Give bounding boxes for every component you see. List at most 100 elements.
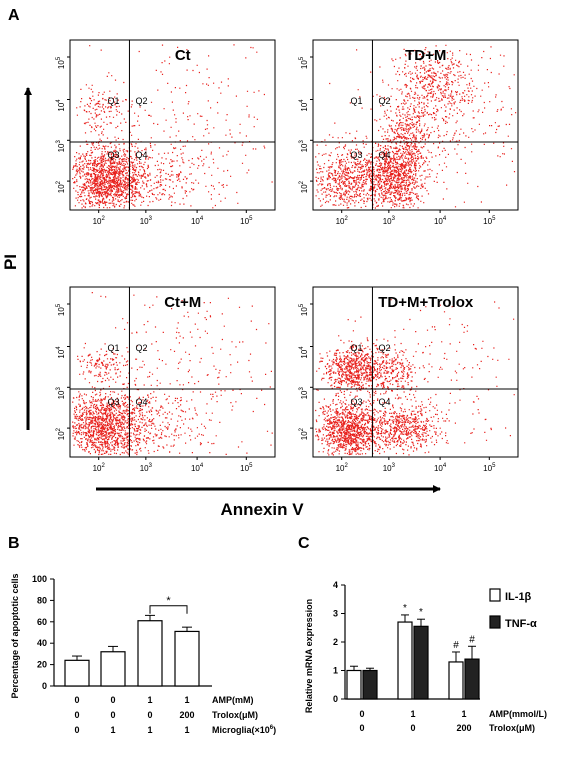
quadrant-label: Q4 [135,150,147,160]
y-tick-label: 104 [299,346,309,359]
y-tick-label: 104 [56,99,66,112]
x-tick-label: 103 [140,216,153,226]
condition-value: 200 [456,723,471,733]
x-tick-label: 102 [336,463,349,473]
quadrant-label: Q1 [350,343,362,353]
condition-value: 0 [359,723,364,733]
y-tick-label: 102 [299,427,309,440]
x-tick-label: 104 [191,216,204,226]
y-tick-label: 103 [56,387,66,400]
y-tick-label: 103 [299,140,309,153]
condition-label: AMP(mmol/L) [489,709,547,719]
legend-swatch [489,588,501,602]
x-tick-label: 102 [336,216,349,226]
bar [362,669,378,700]
condition-value: 0 [410,723,415,733]
bar [64,659,90,687]
condition-value: 0 [74,695,79,705]
y-tick-label: 102 [299,180,309,193]
x-tick-label: 104 [434,216,447,226]
quadrant-label: Q3 [350,397,362,407]
condition-value: 0 [110,695,115,705]
chart-b-ylabel: Percentage of apoptotic cells [10,573,20,698]
quadrant-label: Q2 [378,96,390,106]
quadrant-label: Q1 [107,96,119,106]
condition-value: 0 [110,710,115,720]
x-tick-label: 105 [240,216,253,226]
condition-label: Trolox(μM) [489,723,535,733]
y-tick-label: 102 [56,180,66,193]
quadrant-label: Q2 [378,343,390,353]
quadrant-label: Q3 [107,150,119,160]
plot-frame [312,286,519,458]
flow-plot: TD+M Q1 Q2 Q3 Q4 102 103 104 105 102 103 104 105 [299,39,519,226]
panel-label-a: A [8,7,20,24]
x-tick-label: 103 [383,463,396,473]
x-tick-label: 104 [434,463,447,473]
dot-cloud [315,299,515,456]
flow-dots [72,44,273,209]
condition-value: 200 [179,710,194,720]
x-tick-label: 105 [483,216,496,226]
significance-mark: * [419,607,423,618]
quadrant-label: Q3 [107,397,119,407]
annexin-axis-label: Annexin V [220,500,304,519]
y-tick-label: 105 [299,303,309,316]
y-tick-label: 1 [333,666,338,676]
x-tick-label: 103 [383,216,396,226]
plot-frame [69,286,276,458]
x-tick-label: 105 [240,463,253,473]
condition-value: 1 [461,709,466,719]
bar [137,620,163,687]
y-tick-label: 4 [333,580,338,590]
panel-label-c: C [298,535,310,552]
dot-cloud [72,292,273,456]
condition-label: AMP(mM) [212,695,254,705]
x-tick-label: 102 [93,216,106,226]
plot-title: Ct [175,47,191,64]
condition-value: 1 [110,725,115,735]
bar [100,651,126,687]
pi-axis-label: PI [1,254,20,270]
significance-mark: * [166,595,171,607]
plot-title: TD+M [405,47,446,64]
quadrant-label: Q4 [135,397,147,407]
significance-mark: * [403,603,407,614]
plot-frame [312,39,519,211]
x-tick-label: 105 [483,463,496,473]
condition-value: 0 [147,710,152,720]
x-tick-label: 103 [140,463,153,473]
y-tick-label: 100 [32,574,47,584]
flow-plot: Ct+M Q1 Q2 Q3 Q4 102 103 104 105 102 103 104 105 [56,286,276,473]
y-tick-label: 20 [37,660,47,670]
quadrant-label: Q1 [350,96,362,106]
flow-cytometry-plots: Ct Q1 Q2 Q3 Q4 102 103 104 105 102 103 104 105 TD+M Q1… [56,39,519,473]
dot-cloud [72,44,273,209]
legend-swatch [489,615,501,629]
chart-b: Percentage of apoptotic cells 0 20 40 60 80 1… [10,573,276,735]
condition-value: 0 [74,725,79,735]
plot-frame [69,39,276,211]
y-tick-label: 80 [37,595,47,605]
condition-label: Trolox(μM) [212,710,258,720]
significance-bracket [149,605,188,614]
quadrant-label: Q4 [378,397,390,407]
flow-dots [72,292,273,456]
bar [397,621,413,700]
quadrant-label: Q2 [135,343,147,353]
condition-value: 1 [410,709,415,719]
y-tick-label: 102 [56,427,66,440]
condition-value: 1 [147,725,152,735]
chart-c-ylabel: Relative mRNA expression [304,599,314,713]
bar [174,630,200,687]
significance-mark: # [469,634,475,645]
legend-label: TNF-α [505,618,537,630]
y-tick-label: 3 [333,609,338,619]
y-tick-label: 0 [333,694,338,704]
condition-value: 1 [147,695,152,705]
bar [464,658,480,700]
x-tick-label: 104 [191,463,204,473]
y-tick-label: 2 [333,637,338,647]
flow-dots [315,44,517,209]
